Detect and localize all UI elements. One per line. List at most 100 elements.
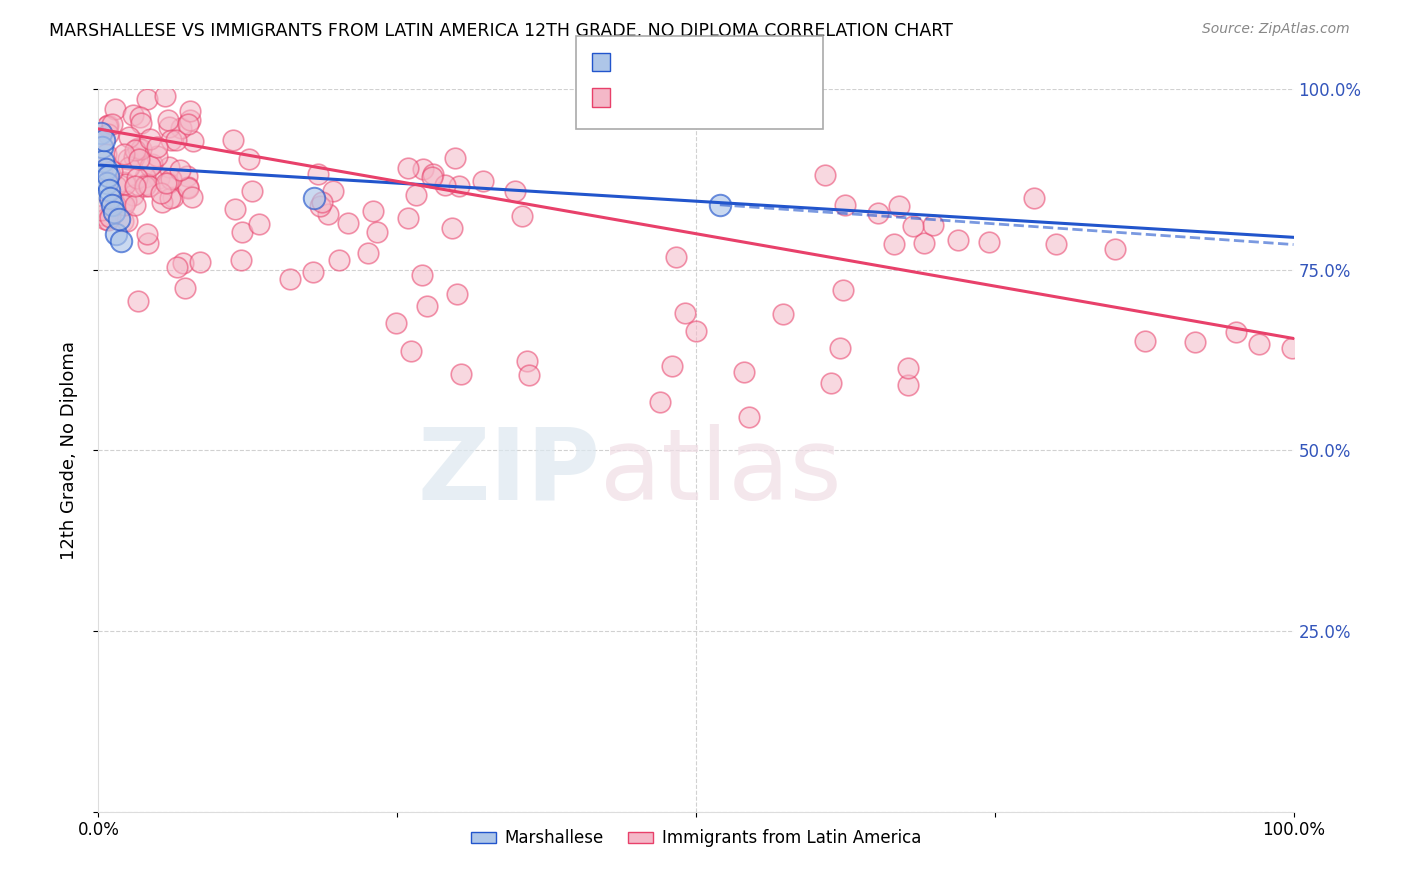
Point bbox=[125, 171, 148, 186]
Point bbox=[138, 132, 160, 146]
Point bbox=[112, 175, 135, 189]
Text: N =: N = bbox=[724, 49, 761, 67]
Point bbox=[420, 169, 443, 184]
Point bbox=[868, 205, 890, 219]
Point bbox=[515, 353, 537, 368]
Point bbox=[1135, 334, 1157, 348]
Point bbox=[1104, 242, 1126, 256]
Point bbox=[517, 368, 540, 382]
Point bbox=[111, 197, 134, 211]
Point bbox=[412, 162, 434, 177]
Point bbox=[114, 177, 136, 191]
Point bbox=[472, 173, 495, 187]
Point bbox=[105, 227, 128, 241]
Point bbox=[396, 161, 419, 175]
Text: R =: R = bbox=[617, 85, 654, 103]
Point bbox=[97, 213, 120, 227]
Point bbox=[104, 198, 127, 212]
Point bbox=[830, 341, 852, 355]
Point bbox=[450, 367, 472, 381]
Point bbox=[128, 110, 150, 124]
Point bbox=[127, 294, 149, 309]
Point bbox=[733, 366, 755, 380]
Point bbox=[122, 150, 145, 164]
Point bbox=[247, 217, 270, 231]
Point bbox=[224, 202, 246, 216]
Point bbox=[100, 211, 122, 225]
Point bbox=[510, 209, 533, 223]
Point bbox=[176, 169, 198, 183]
Point bbox=[124, 198, 146, 212]
Point bbox=[328, 253, 350, 268]
Point bbox=[104, 179, 127, 194]
Point bbox=[172, 256, 194, 270]
Legend: Marshallese, Immigrants from Latin America: Marshallese, Immigrants from Latin Ameri… bbox=[464, 822, 928, 854]
Point bbox=[117, 214, 139, 228]
Point bbox=[136, 92, 159, 106]
Point bbox=[416, 299, 439, 313]
Point bbox=[93, 133, 115, 147]
Text: 16: 16 bbox=[763, 49, 789, 67]
Point bbox=[177, 117, 200, 131]
Point bbox=[129, 116, 152, 130]
Point bbox=[127, 141, 149, 155]
Point bbox=[449, 179, 471, 194]
Point bbox=[399, 344, 422, 359]
Point bbox=[979, 235, 1001, 250]
Point bbox=[114, 194, 136, 208]
Point bbox=[90, 202, 112, 217]
Point bbox=[357, 246, 380, 260]
Point bbox=[100, 198, 122, 212]
Point bbox=[94, 161, 117, 176]
Point bbox=[118, 160, 141, 174]
Point bbox=[156, 113, 179, 128]
Point bbox=[159, 133, 181, 147]
Point bbox=[136, 227, 159, 241]
Point bbox=[157, 160, 180, 174]
Point bbox=[141, 157, 163, 171]
Point bbox=[118, 130, 141, 145]
Point bbox=[181, 189, 204, 203]
Point bbox=[165, 133, 187, 147]
Text: 150: 150 bbox=[763, 85, 801, 103]
Point bbox=[648, 394, 671, 409]
Text: ZIP: ZIP bbox=[418, 424, 600, 521]
Text: N =: N = bbox=[724, 85, 761, 103]
Point bbox=[155, 177, 177, 191]
Point bbox=[709, 198, 731, 212]
Point bbox=[112, 198, 135, 212]
Point bbox=[411, 268, 433, 283]
Point bbox=[179, 104, 201, 119]
Point bbox=[301, 265, 323, 279]
Point bbox=[135, 178, 157, 192]
Point bbox=[181, 134, 204, 148]
Text: MARSHALLESE VS IMMIGRANTS FROM LATIN AMERICA 12TH GRADE, NO DIPLOMA CORRELATION : MARSHALLESE VS IMMIGRANTS FROM LATIN AME… bbox=[49, 22, 953, 40]
Point bbox=[446, 286, 468, 301]
Point bbox=[139, 159, 162, 173]
Point bbox=[91, 163, 114, 178]
Point bbox=[278, 272, 301, 286]
Point bbox=[121, 187, 143, 202]
Point bbox=[240, 184, 263, 198]
Point bbox=[229, 253, 252, 268]
Point bbox=[311, 195, 333, 210]
Point bbox=[146, 140, 169, 154]
Point bbox=[111, 214, 134, 228]
Point bbox=[901, 219, 924, 234]
Point bbox=[897, 361, 920, 376]
Point bbox=[104, 102, 127, 116]
Point bbox=[188, 255, 211, 269]
Point bbox=[96, 176, 118, 190]
Point bbox=[661, 359, 683, 373]
Point bbox=[772, 307, 794, 321]
Point bbox=[814, 168, 837, 182]
Point bbox=[503, 184, 526, 198]
Point bbox=[318, 206, 340, 220]
Point bbox=[1022, 191, 1045, 205]
Point bbox=[150, 186, 173, 201]
Point bbox=[134, 169, 156, 184]
Point bbox=[1184, 334, 1206, 349]
Point bbox=[422, 167, 444, 181]
Point bbox=[238, 152, 260, 166]
Point bbox=[91, 140, 114, 154]
